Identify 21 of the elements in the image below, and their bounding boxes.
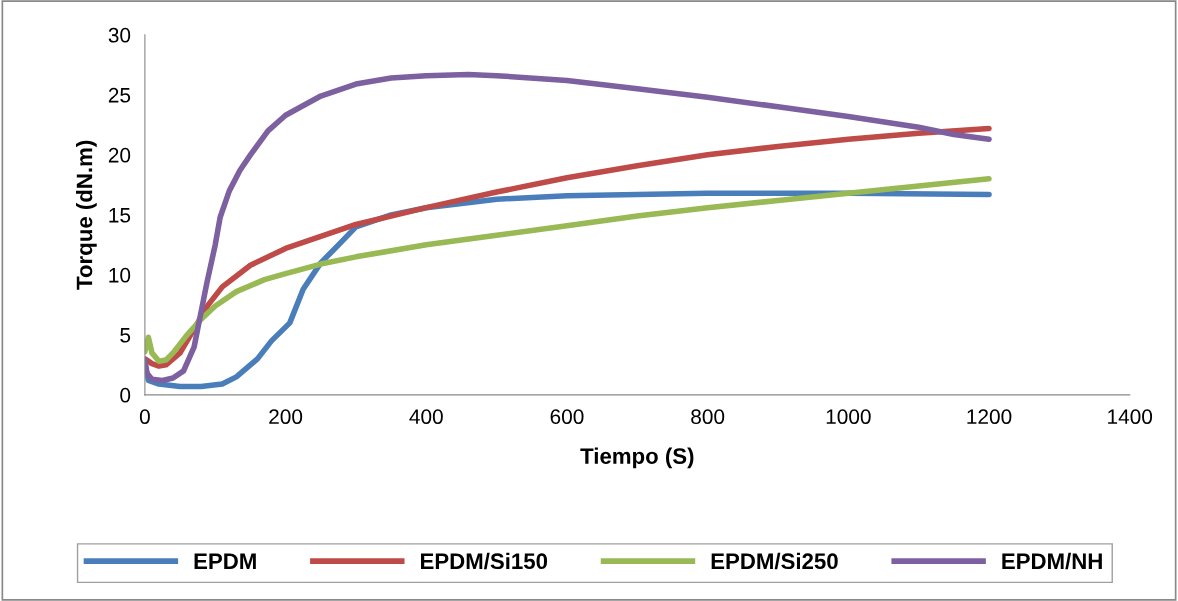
y-tick-label: 10 (109, 267, 131, 283)
y-axis-title: Torque (dN.m) (76, 140, 97, 290)
y-tick-label: 30 (108, 27, 131, 43)
legend-label: EPDM/NH (1002, 552, 1102, 570)
legend-label: EPDM/Si150 (421, 552, 548, 570)
x-tick-label: 0 (139, 409, 150, 425)
y-tick-label: 25 (108, 87, 131, 103)
y-tick-label: 0 (120, 387, 131, 403)
x-axis-title: Tiempo (S) (580, 447, 694, 469)
x-tick-label: 400 (409, 409, 443, 425)
y-tick-label: 15 (109, 208, 131, 223)
x-tick-label: 1000 (826, 409, 871, 425)
legend-label: EPDM/Si250 (711, 552, 838, 570)
y-tick-label: 20 (108, 147, 131, 163)
x-tick-label: 1400 (1108, 409, 1153, 425)
y-tick-label: 5 (120, 328, 131, 343)
legend-label: EPDM (194, 553, 256, 569)
x-tick-label: 1200 (967, 409, 1012, 425)
x-tick-label: 200 (269, 409, 303, 425)
x-tick-label: 600 (550, 409, 584, 425)
x-tick-label: 800 (691, 409, 725, 425)
